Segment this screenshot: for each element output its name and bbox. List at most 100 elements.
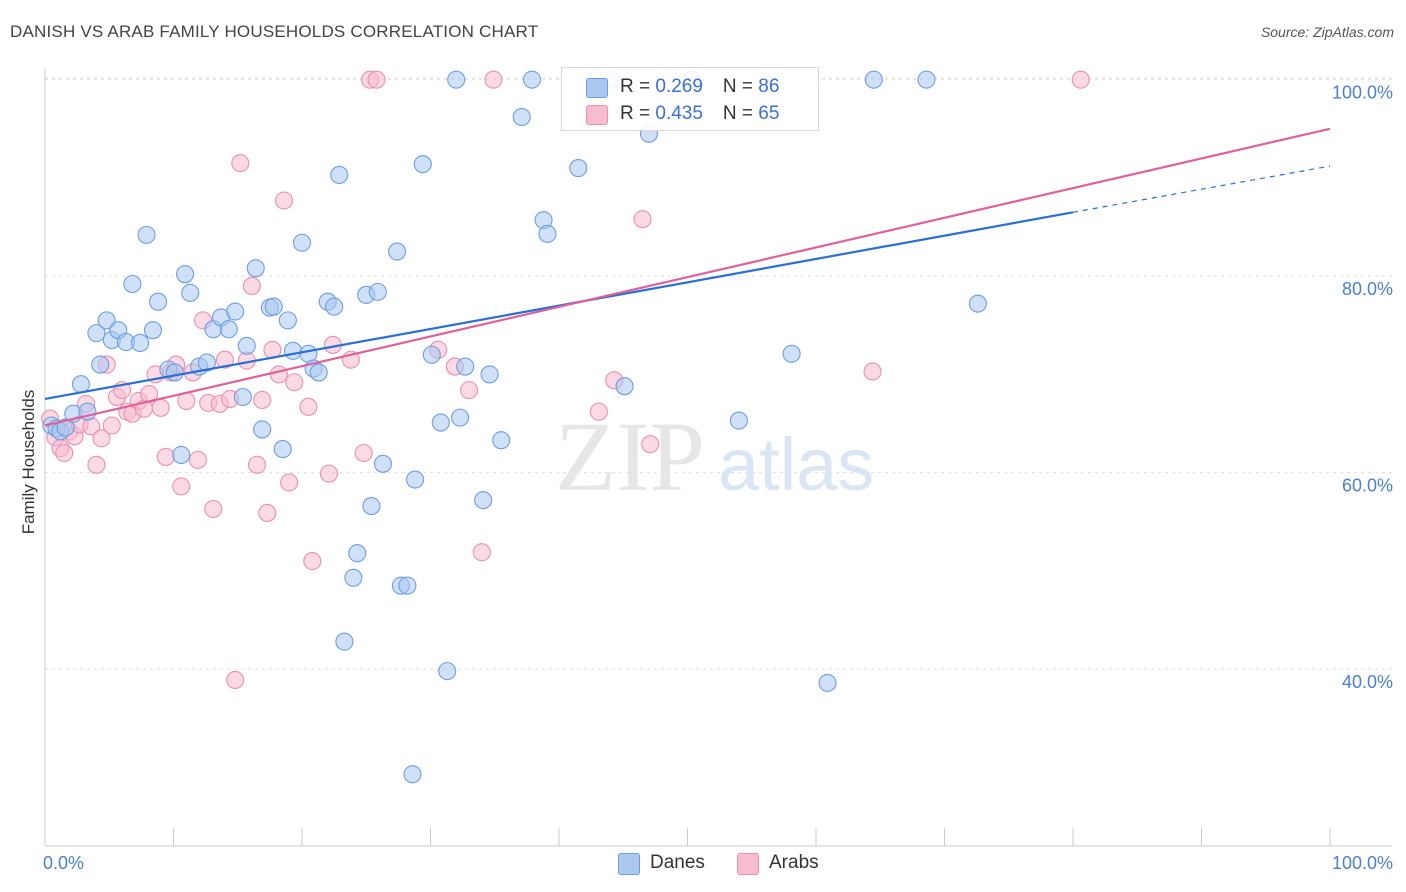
point-arabs (299, 397, 318, 416)
legend-n-value: 65 (758, 103, 780, 124)
point-danes (278, 311, 297, 330)
point-danes (237, 336, 256, 355)
point-arabs (1071, 70, 1090, 89)
point-danes (398, 576, 417, 595)
point-danes (968, 294, 987, 313)
point-danes (388, 242, 407, 261)
point-danes (362, 497, 381, 516)
point-danes (782, 344, 801, 363)
axes (44, 68, 1392, 847)
watermark: ZIP atlas (555, 401, 874, 512)
point-arabs (633, 210, 652, 229)
point-arabs (226, 670, 245, 690)
x-tick-label: 0.0% (43, 853, 84, 873)
y-tick-label: 60.0% (1342, 476, 1393, 496)
point-danes (456, 357, 475, 376)
point-danes (309, 363, 328, 382)
point-danes (368, 282, 387, 301)
stats-legend: R = 0.269 N = 86 R = 0.435 N = 65 (561, 67, 819, 131)
point-danes (273, 440, 292, 459)
point-arabs (641, 435, 660, 454)
point-arabs (92, 429, 111, 448)
point-danes (729, 411, 748, 430)
point-danes (917, 70, 936, 89)
legend-n-value: 86 (758, 76, 780, 97)
legend-r-label: R = (620, 76, 656, 97)
point-arabs (589, 402, 608, 421)
point-danes (219, 320, 238, 339)
point-arabs (204, 499, 223, 519)
point-danes (447, 70, 466, 89)
point-danes (172, 445, 191, 465)
point-danes (492, 431, 511, 450)
point-arabs (280, 473, 299, 492)
point-danes (522, 70, 542, 89)
point-danes (176, 265, 195, 284)
y-axis-label: Family Households (19, 390, 38, 535)
point-danes (480, 365, 499, 384)
point-arabs (231, 154, 250, 173)
point-danes (292, 233, 312, 252)
y-tick-label: 40.0% (1342, 672, 1393, 692)
legend-swatch-arabs (586, 105, 608, 125)
point-danes (325, 297, 344, 316)
point-arabs (188, 450, 207, 469)
x-tick-label: 100.0% (1332, 853, 1393, 873)
tick-labels: 40.0% 60.0% 80.0% 100.0% 0.0% 100.0% (43, 83, 1393, 873)
point-danes (137, 225, 156, 244)
point-arabs (319, 464, 339, 483)
point-danes (197, 353, 216, 372)
y-tick-label: 80.0% (1342, 279, 1393, 299)
point-arabs (303, 552, 322, 571)
point-danes (56, 418, 75, 437)
point-danes (181, 283, 200, 302)
point-danes (864, 70, 883, 89)
point-danes (569, 159, 588, 178)
point-danes (330, 165, 349, 185)
point-danes (615, 377, 634, 396)
point-danes (451, 408, 470, 427)
point-danes (123, 274, 142, 294)
point-danes (264, 297, 283, 316)
legend-label-danes: Danes (650, 852, 705, 873)
point-arabs (253, 390, 272, 409)
point-arabs (459, 381, 479, 400)
point-danes (403, 765, 422, 784)
legend-swatch-danes (618, 853, 640, 875)
legend-n-label: N = (722, 76, 759, 97)
point-arabs (87, 455, 106, 474)
point-arabs (354, 443, 373, 463)
point-arabs (156, 447, 175, 466)
point-arabs (484, 70, 503, 89)
point-arabs (247, 455, 267, 474)
point-danes (406, 470, 425, 489)
legend-r-value: 0.435 (655, 103, 703, 124)
trend-lines (44, 127, 1331, 427)
legend-label-arabs: Arabs (769, 852, 819, 873)
legend-r-label: R = (620, 103, 656, 124)
legend-n-label: N = (722, 103, 759, 124)
point-danes (143, 321, 162, 340)
point-danes (373, 454, 393, 473)
point-danes (818, 673, 837, 692)
point-arabs (242, 276, 261, 296)
point-danes (131, 333, 150, 353)
watermark-atlas: atlas (718, 423, 874, 506)
point-danes (149, 292, 168, 311)
point-arabs (151, 398, 170, 417)
point-danes (246, 259, 265, 278)
point-arabs (55, 443, 74, 463)
chart-source: Source: ZipAtlas.com (1260, 24, 1394, 40)
y-tick-label: 100.0% (1332, 83, 1393, 103)
trend-line-arabs (44, 127, 1331, 427)
point-arabs (863, 362, 882, 381)
point-danes (348, 544, 367, 563)
point-danes (438, 662, 457, 681)
point-danes (413, 155, 432, 174)
point-danes (474, 491, 493, 510)
point-arabs (367, 70, 386, 89)
point-danes (431, 413, 450, 432)
point-danes (87, 324, 106, 343)
legend-r-value: 0.269 (655, 76, 703, 97)
point-danes (97, 311, 116, 330)
